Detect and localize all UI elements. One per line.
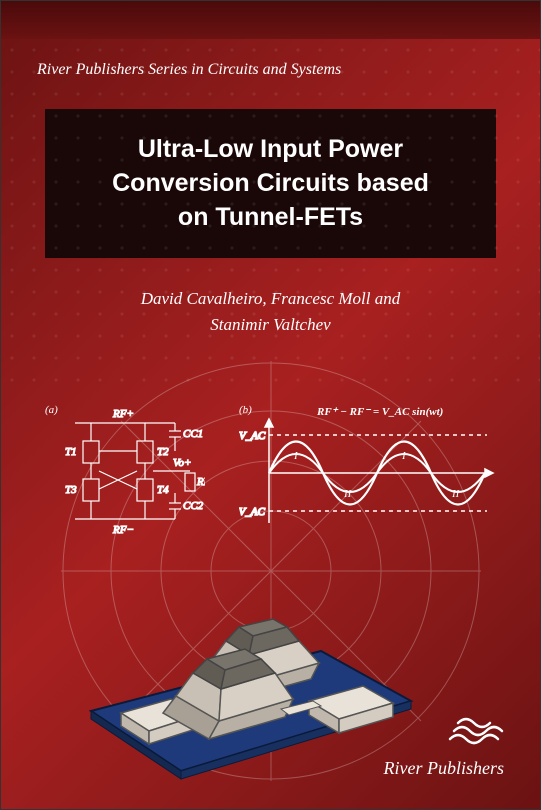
authors-line-1: David Cavalheiro, Francesc Moll and	[141, 289, 401, 308]
svg-text:-V_AC: -V_AC	[239, 506, 266, 518]
circuit-schematic: (a) RF+ CC1 T1 T2	[45, 401, 205, 551]
title-box: Ultra-Low Input Power Conversion Circuit…	[45, 109, 496, 258]
svg-text:T2: T2	[157, 446, 169, 458]
top-frame-bar	[1, 1, 540, 39]
series-title: River Publishers Series in Circuits and …	[1, 39, 540, 99]
waveform-diagram: (b) RF⁺ − RF⁻ = V_AC sin(wt) V_AC -V_AC …	[239, 401, 499, 541]
authors: David Cavalheiro, Francesc Moll and Stan…	[1, 286, 540, 337]
svg-text:CC1: CC1	[183, 428, 203, 440]
circuit-label-a: (a)	[45, 404, 58, 416]
svg-text:T3: T3	[65, 484, 77, 496]
svg-text:II: II	[451, 488, 461, 500]
title-line-3: on Tunnel-FETs	[178, 203, 363, 231]
svg-text:T4: T4	[157, 484, 169, 496]
publisher-name: River Publishers	[384, 758, 504, 779]
svg-text:I: I	[401, 450, 407, 462]
svg-text:RF⁺ − RF⁻ = V_AC sin(wt): RF⁺ − RF⁻ = V_AC sin(wt)	[316, 406, 443, 418]
chip-3d-illustration	[81, 561, 421, 781]
book-title: Ultra-Low Input Power Conversion Circuit…	[65, 133, 476, 234]
svg-text:Vo+: Vo+	[173, 457, 191, 469]
wave-label-b: (b)	[239, 404, 252, 416]
svg-text:CC2: CC2	[183, 500, 204, 512]
publisher-wave-icon	[448, 709, 504, 749]
svg-text:RF−: RF−	[112, 524, 134, 536]
diagram-area: (a) RF+ CC1 T1 T2	[1, 391, 540, 809]
publisher-logo: River Publishers	[384, 709, 504, 779]
svg-text:I: I	[293, 450, 299, 462]
svg-text:T1: T1	[65, 446, 77, 458]
title-line-1: Ultra-Low Input Power	[138, 135, 403, 163]
svg-text:II: II	[343, 488, 353, 500]
svg-text:RF+: RF+	[112, 408, 134, 420]
book-cover: River Publishers Series in Circuits and …	[0, 0, 541, 810]
svg-text:RL: RL	[196, 476, 205, 488]
authors-line-2: Stanimir Valtchev	[210, 315, 330, 334]
title-line-2: Conversion Circuits based	[112, 169, 429, 197]
svg-text:V_AC: V_AC	[239, 430, 266, 442]
